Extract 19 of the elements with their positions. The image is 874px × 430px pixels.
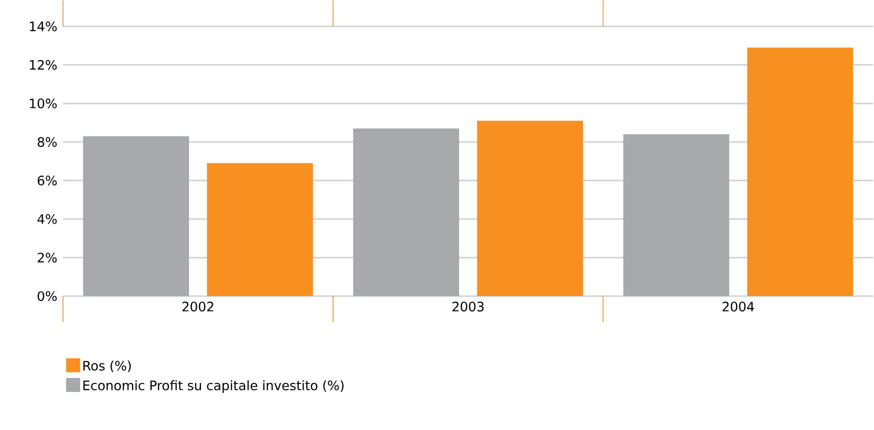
y-tick-label: 6% (38, 176, 57, 186)
x-tick-label: 2003 (452, 302, 484, 312)
x-tick-label: 2004 (722, 302, 754, 312)
legend-label: Ros (%) (83, 360, 131, 372)
y-tick-label: 10% (30, 98, 57, 108)
legend-label: Economic Profit su capitale investito (%) (83, 380, 344, 393)
y-tick-label: 2% (38, 252, 57, 263)
bar (623, 134, 730, 296)
y-tick-label: 12% (30, 60, 57, 70)
bar (477, 120, 583, 296)
bar (747, 48, 854, 296)
bar (353, 128, 460, 296)
y-tick-label: 14% (30, 21, 57, 32)
y-tick-label: 4% (37, 214, 57, 224)
x-tick-label: 2002 (182, 302, 214, 312)
y-tick-label: 0% (38, 291, 57, 302)
bar (207, 163, 313, 296)
y-tick-label: 8% (38, 137, 57, 147)
bar (83, 136, 190, 296)
